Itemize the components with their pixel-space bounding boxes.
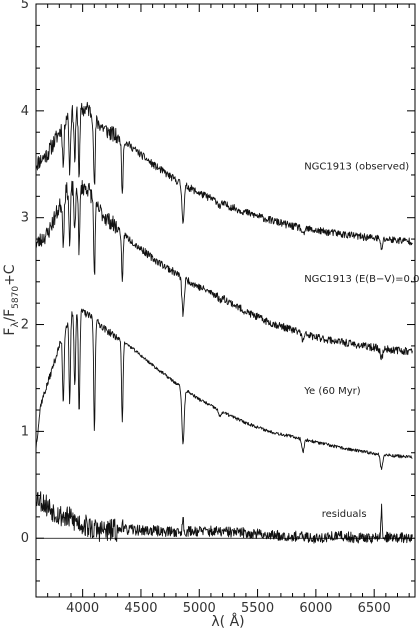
x-tick-label: 4500 (124, 601, 157, 616)
x-tick-label: 5000 (183, 601, 216, 616)
spectra-series (35, 101, 413, 544)
x-tick-label: 6000 (299, 601, 332, 616)
y-tick-label: 2 (21, 318, 29, 333)
spectrum-line-1 (35, 101, 413, 251)
x-tick-label: 4000 (66, 601, 99, 616)
x-axis-label: λ( Å) (211, 613, 244, 630)
series-label-3: Ye (60 Myr) (303, 386, 361, 397)
series-label-1: NGC1913 (observed) (304, 162, 409, 173)
spectrum-line-4 (35, 491, 413, 544)
spectrum-line-3 (35, 308, 413, 470)
series-annotations: NGC1913 (observed) NGC1913 (E(B−V)=0.09) Y… (303, 162, 420, 520)
y-tick-label: 5 (21, 0, 29, 12)
series-label-2: NGC1913 (E(B−V)=0.09) (304, 274, 420, 285)
axes: 4000 4500 5000 5500 6000 6500 0 1 2 3 4 5 (21, 0, 416, 616)
spectrum-line-2 (35, 180, 413, 361)
y-tick-label: 3 (21, 211, 29, 226)
series-label-4: residuals (322, 509, 367, 520)
y-tick-label: 1 (21, 424, 29, 439)
plot-frame (35, 3, 416, 598)
x-tick-label: 5500 (241, 601, 274, 616)
x-tick-label: 6500 (358, 601, 391, 616)
y-tick-label: 4 (21, 104, 29, 119)
y-tick-label: 0 (21, 531, 29, 546)
y-axis-label: Fλ/F5870+C (2, 264, 21, 335)
